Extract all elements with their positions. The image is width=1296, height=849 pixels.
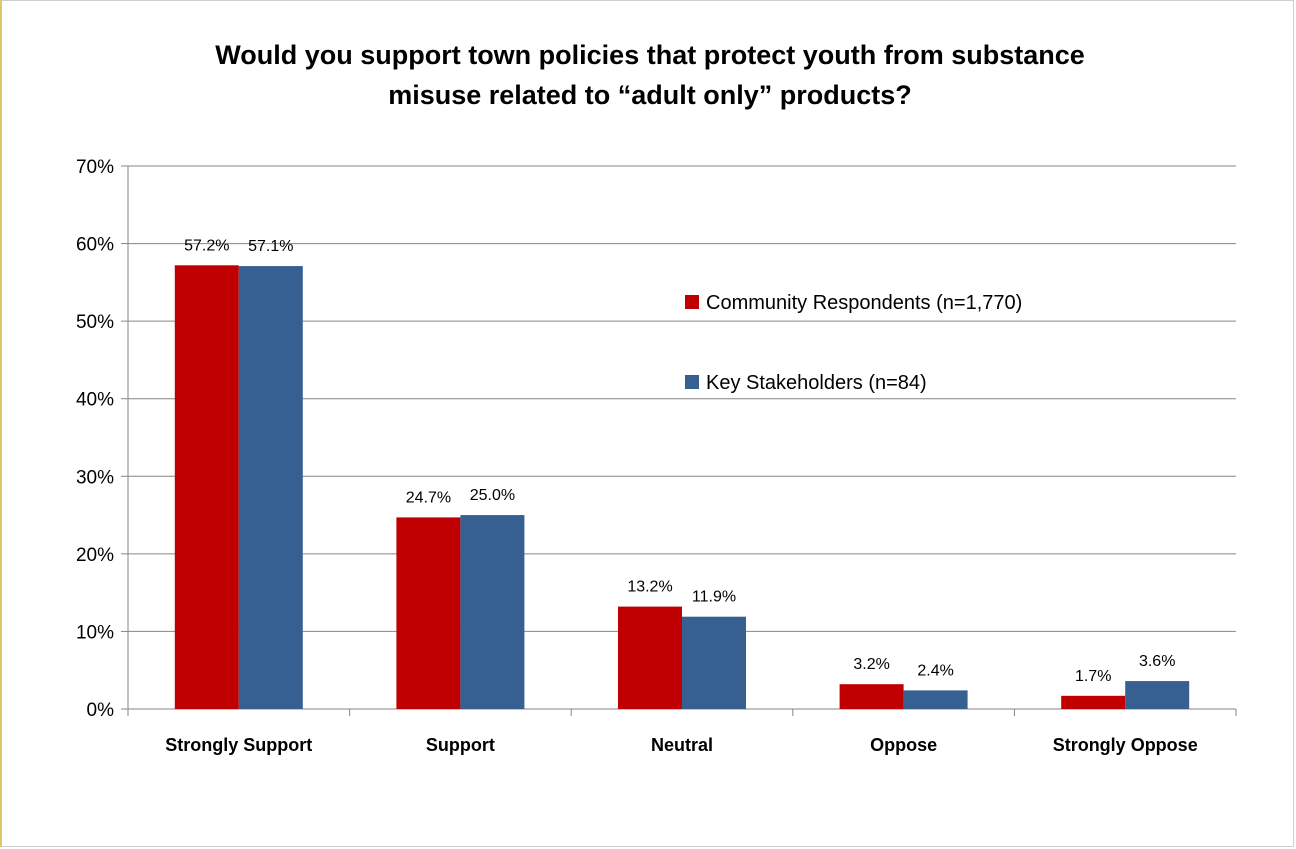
gridlines xyxy=(128,165,1236,632)
bar-data-label: 1.7% xyxy=(1075,668,1111,685)
x-category-label: Support xyxy=(426,735,495,755)
bar xyxy=(396,517,461,709)
bar xyxy=(238,266,303,709)
bar-data-label: 57.1% xyxy=(248,238,293,255)
y-tick-label: 10% xyxy=(76,622,114,643)
data-labels: 57.2% 57.1% 24.7% 25.0% 13.2% 11.9% 3.2% 2.4% 1.… xyxy=(184,237,1175,685)
bar xyxy=(1125,681,1190,709)
bar xyxy=(1061,695,1126,709)
y-tick-label: 20% xyxy=(76,545,114,566)
bar-data-label: 2.4% xyxy=(917,662,953,679)
bar-data-label: 3.2% xyxy=(853,656,889,673)
chart-title: Would you support town policies that pro… xyxy=(2,35,1296,115)
legend-label: Community Respondents (n=1,770) xyxy=(706,292,1022,314)
legend-swatch xyxy=(685,295,699,309)
y-tick-label: 50% xyxy=(76,312,114,333)
bar-data-label: 24.7% xyxy=(406,489,451,506)
chart-title-line-1: Would you support town policies that pro… xyxy=(215,40,1085,70)
y-tick-label: 60% xyxy=(76,235,114,256)
bars xyxy=(174,265,1190,709)
bar xyxy=(839,684,904,709)
bar xyxy=(903,690,968,709)
bar-data-label: 11.9% xyxy=(692,589,736,606)
x-category-label: Neutral xyxy=(651,735,713,755)
legend: Community Respondents (n=1,770) Key Stake… xyxy=(685,292,1022,394)
y-tick-label: 70% xyxy=(76,157,114,178)
chart-title-line-2: misuse related to “adult only” products? xyxy=(388,80,912,110)
x-category-label: Oppose xyxy=(870,735,937,755)
bar xyxy=(460,515,525,709)
legend-swatch xyxy=(685,375,699,389)
bar xyxy=(682,616,746,709)
bar-data-label: 13.2% xyxy=(627,579,672,596)
bar-data-label: 57.2% xyxy=(184,237,229,254)
legend-label: Key Stakeholders (n=84) xyxy=(706,372,927,394)
y-tick-label: 30% xyxy=(76,467,114,488)
y-tick-label: 40% xyxy=(76,390,114,411)
bar-data-label: 25.0% xyxy=(470,487,515,504)
y-tick-label: 0% xyxy=(87,700,115,721)
bar xyxy=(618,606,682,709)
bar xyxy=(174,265,239,709)
axes: 0% 10% 20% 30% 40% 50% 60% 70% Strongly Support S… xyxy=(76,157,1237,755)
bar-data-label: 3.6% xyxy=(1139,653,1175,670)
x-category-label: Strongly Support xyxy=(165,735,312,755)
x-category-label: Strongly Oppose xyxy=(1053,735,1198,755)
